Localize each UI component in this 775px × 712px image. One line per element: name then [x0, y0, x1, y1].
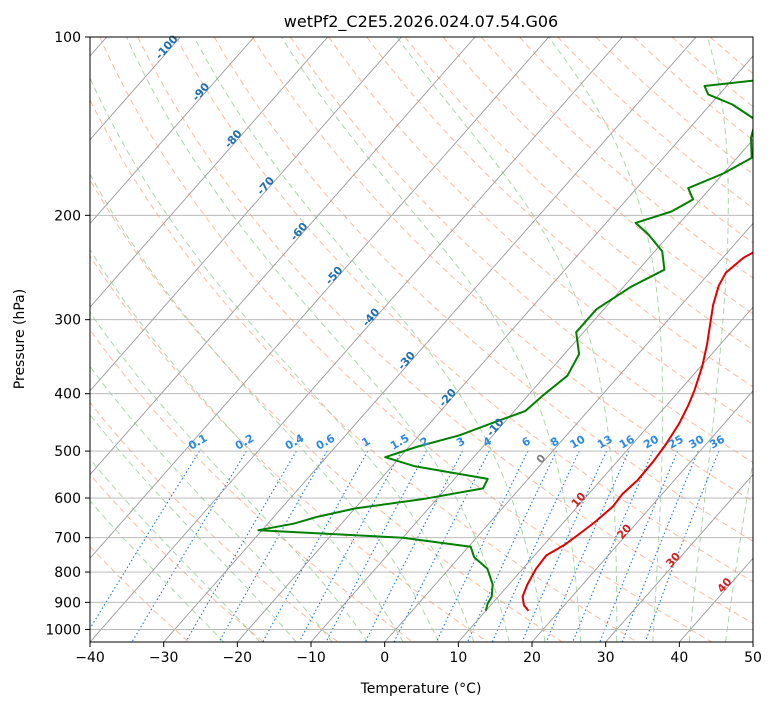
x-tick-label: −40 [75, 650, 105, 666]
y-tick-label: 200 [54, 208, 81, 224]
y-tick-label: 400 [54, 387, 81, 403]
y-tick-label: 800 [54, 565, 81, 581]
y-tick-label: 500 [54, 444, 81, 460]
x-tick-label: −10 [296, 650, 326, 666]
y-tick-label: 900 [54, 595, 81, 611]
y-tick-label: 700 [54, 531, 81, 547]
y-axis-label: Pressure (hPa) [12, 289, 28, 389]
y-tick-label: 600 [54, 491, 81, 507]
x-tick-label: 10 [449, 650, 467, 666]
x-tick-label: 50 [744, 650, 762, 666]
x-tick-label: 20 [523, 650, 541, 666]
x-tick-label: 0 [380, 650, 389, 666]
x-tick-label: −30 [149, 650, 179, 666]
chart-title: wetPf2_C2E5.2026.024.07.54.G06 [284, 12, 558, 32]
x-tick-label: −20 [223, 650, 253, 666]
x-tick-label: 30 [597, 650, 615, 666]
y-tick-label: 300 [54, 313, 81, 329]
y-tick-label: 1000 [45, 622, 81, 638]
isotherm-grid-line [753, 37, 775, 642]
x-axis-label: Temperature (°C) [360, 681, 482, 697]
x-tick-label: 40 [670, 650, 688, 666]
y-tick-label: 100 [54, 30, 81, 46]
